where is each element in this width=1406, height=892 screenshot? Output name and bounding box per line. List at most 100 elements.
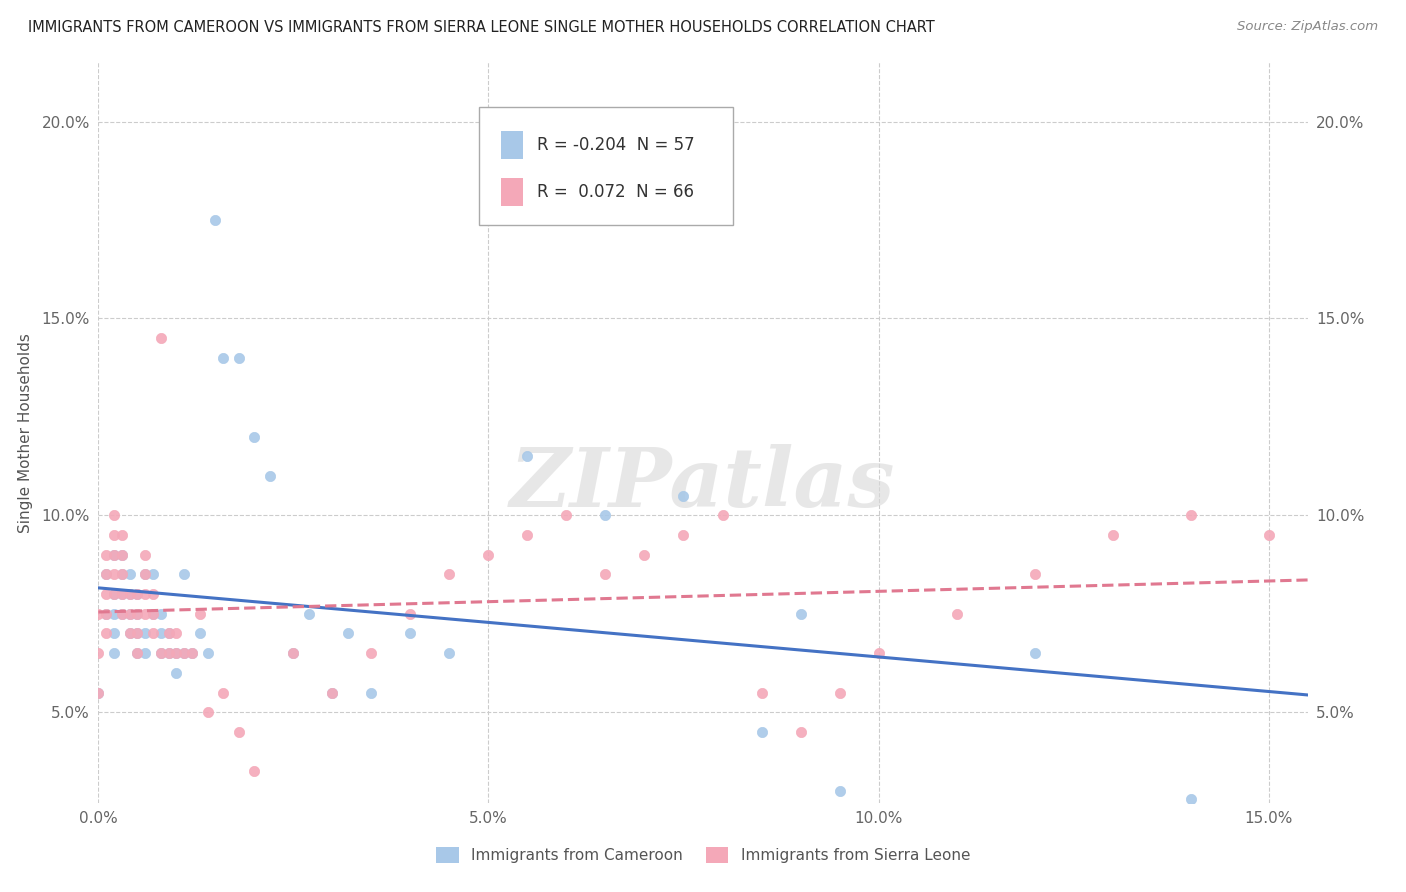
Point	[555, 508, 578, 523]
Bar	[479, 107, 734, 226]
Bar	[501, 131, 523, 159]
Point	[127, 646, 149, 660]
Point	[134, 626, 156, 640]
Point	[165, 646, 187, 660]
Y-axis label: Single Mother Households: Single Mother Households	[18, 333, 34, 533]
Point	[321, 685, 343, 699]
Point	[197, 646, 219, 660]
Point	[103, 508, 125, 523]
Point	[672, 528, 695, 542]
Point	[439, 646, 461, 660]
Point	[96, 548, 118, 562]
Point	[672, 489, 695, 503]
Point	[868, 646, 890, 660]
Point	[103, 548, 125, 562]
Point	[516, 528, 538, 542]
Point	[751, 685, 773, 699]
Point	[118, 567, 141, 582]
Point	[439, 567, 461, 582]
Point	[243, 764, 266, 779]
Point	[87, 685, 110, 699]
Point	[149, 626, 172, 640]
Point	[134, 567, 156, 582]
Point	[149, 607, 172, 621]
Point	[118, 587, 141, 601]
Point	[142, 587, 165, 601]
Point	[103, 548, 125, 562]
Point	[87, 646, 110, 660]
Point	[127, 607, 149, 621]
Point	[157, 626, 180, 640]
Point	[360, 685, 382, 699]
Point	[399, 626, 422, 640]
Point	[142, 607, 165, 621]
Point	[157, 646, 180, 660]
Point	[321, 685, 343, 699]
Point	[1180, 792, 1202, 806]
Point	[789, 607, 811, 621]
Point	[127, 646, 149, 660]
Legend: Immigrants from Cameroon, Immigrants from Sierra Leone: Immigrants from Cameroon, Immigrants fro…	[430, 841, 976, 869]
Point	[828, 685, 851, 699]
Point	[118, 607, 141, 621]
Point	[127, 587, 149, 601]
Point	[165, 626, 187, 640]
Point	[96, 607, 118, 621]
Point	[111, 607, 134, 621]
Point	[204, 213, 226, 227]
Point	[149, 331, 172, 345]
Point	[142, 626, 165, 640]
Point	[149, 646, 172, 660]
Point	[789, 725, 811, 739]
Point	[228, 351, 250, 365]
Point	[595, 508, 617, 523]
Point	[142, 567, 165, 582]
Point	[399, 607, 422, 621]
Point	[103, 587, 125, 601]
Point	[157, 626, 180, 640]
Point	[103, 587, 125, 601]
Point	[1257, 528, 1279, 542]
Point	[945, 607, 967, 621]
Point	[828, 784, 851, 798]
Bar	[501, 178, 523, 206]
Point	[337, 626, 360, 640]
Point	[111, 548, 134, 562]
Point	[142, 607, 165, 621]
Point	[212, 351, 235, 365]
Point	[181, 646, 204, 660]
Point	[103, 528, 125, 542]
Point	[127, 626, 149, 640]
Point	[118, 626, 141, 640]
Point	[711, 508, 734, 523]
Point	[477, 548, 499, 562]
Point	[134, 567, 156, 582]
Point	[118, 626, 141, 640]
Point	[103, 567, 125, 582]
Point	[103, 646, 125, 660]
Point	[111, 548, 134, 562]
Point	[633, 548, 655, 562]
Point	[173, 646, 195, 660]
Point	[127, 587, 149, 601]
Point	[111, 587, 134, 601]
Point	[118, 607, 141, 621]
Point	[96, 567, 118, 582]
Point	[103, 626, 125, 640]
Point	[87, 685, 110, 699]
Text: R = -0.204  N = 57: R = -0.204 N = 57	[537, 136, 695, 153]
Point	[118, 587, 141, 601]
Point	[111, 567, 134, 582]
Point	[87, 607, 110, 621]
Point	[751, 725, 773, 739]
Point	[103, 607, 125, 621]
Point	[298, 607, 321, 621]
Point	[149, 646, 172, 660]
Point	[188, 626, 211, 640]
Point	[212, 685, 235, 699]
Point	[111, 528, 134, 542]
Point	[165, 646, 187, 660]
Point	[173, 567, 195, 582]
Point	[111, 567, 134, 582]
Point	[188, 607, 211, 621]
